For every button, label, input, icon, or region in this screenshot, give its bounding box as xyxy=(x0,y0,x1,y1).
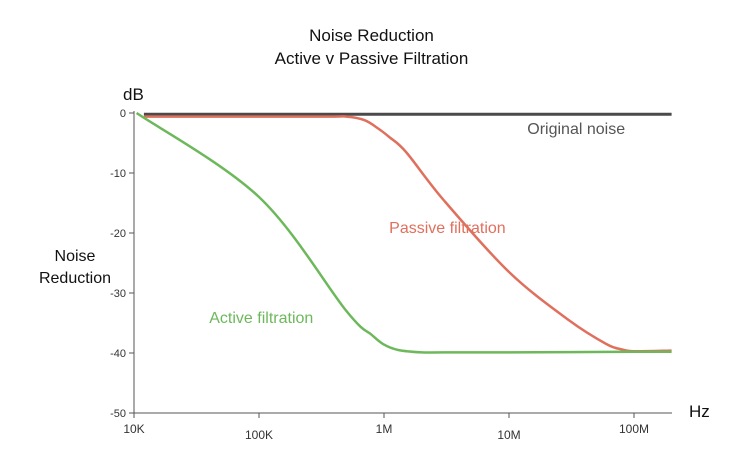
original-noise-label: Original noise xyxy=(527,121,625,138)
active-filtration-label: Active filtration xyxy=(209,310,313,327)
chart-title: Noise Reduction xyxy=(309,26,434,45)
passive-filtration-label: Passive filtration xyxy=(389,220,506,237)
y-tick-label: -10 xyxy=(110,168,126,180)
y-tick-label: 0 xyxy=(120,108,126,120)
y-tick-label: -50 xyxy=(110,408,126,420)
y-axis-unit: dB xyxy=(123,85,144,104)
active-filtration-line xyxy=(135,111,672,354)
x-tick-label: 10M xyxy=(497,428,520,442)
x-tick-label: 100K xyxy=(245,428,273,442)
y-tick-label: -40 xyxy=(110,348,126,360)
x-axis-unit: Hz xyxy=(689,402,710,421)
y-tick-label: -20 xyxy=(110,228,126,240)
x-tick-label: 10K xyxy=(123,422,144,436)
y-tick-label: -30 xyxy=(110,288,126,300)
x-tick-label: 1M xyxy=(376,422,393,436)
y-axis-label: Noise Reduction xyxy=(38,248,112,287)
x-tick-label: 100M xyxy=(619,422,649,436)
chart-subtitle: Active v Passive Filtration xyxy=(274,49,469,68)
passive-filtration-line xyxy=(143,115,672,353)
